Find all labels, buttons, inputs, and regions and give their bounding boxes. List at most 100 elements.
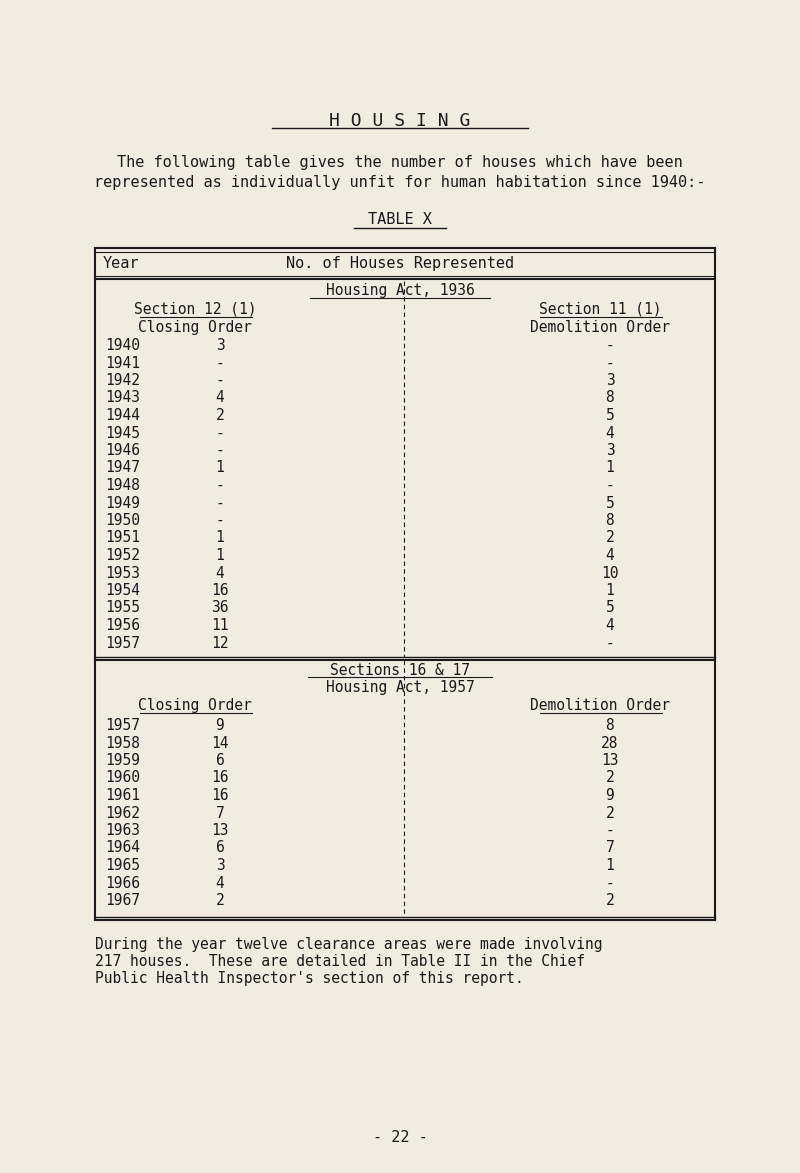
Text: 1953: 1953 [105,565,140,581]
Text: 9: 9 [216,718,224,733]
Text: 1963: 1963 [105,823,140,838]
Text: -: - [216,373,224,388]
Text: Sections 16 & 17: Sections 16 & 17 [330,663,470,678]
Text: 4: 4 [216,391,224,406]
Text: H O U S I N G: H O U S I N G [330,111,470,130]
Text: 1942: 1942 [105,373,140,388]
Text: 1957: 1957 [105,718,140,733]
Text: 1951: 1951 [105,530,140,545]
Text: Closing Order: Closing Order [138,320,252,335]
Text: 2: 2 [216,893,224,908]
Text: 4: 4 [606,426,614,441]
Text: 2: 2 [606,893,614,908]
Text: 16: 16 [211,788,229,804]
Text: 3: 3 [216,338,224,353]
Text: 4: 4 [216,875,224,890]
Text: -: - [606,823,614,838]
Text: 1952: 1952 [105,548,140,563]
Text: Closing Order: Closing Order [138,698,252,713]
Text: 11: 11 [211,618,229,633]
Text: 1941: 1941 [105,355,140,371]
Text: 1959: 1959 [105,753,140,768]
Text: 1957: 1957 [105,636,140,651]
Text: 9: 9 [606,788,614,804]
Text: 1956: 1956 [105,618,140,633]
Text: 1948: 1948 [105,479,140,493]
Text: 1: 1 [216,548,224,563]
Text: 1960: 1960 [105,771,140,786]
Text: 1965: 1965 [105,857,140,873]
Text: 1: 1 [216,530,224,545]
Text: 1955: 1955 [105,601,140,616]
Text: 1: 1 [216,461,224,475]
Text: -: - [606,355,614,371]
Text: -: - [216,513,224,528]
Text: 1964: 1964 [105,841,140,855]
Text: Housing Act, 1957: Housing Act, 1957 [326,680,474,694]
Text: 8: 8 [606,391,614,406]
Text: 6: 6 [216,753,224,768]
Text: 8: 8 [606,513,614,528]
Text: -: - [216,479,224,493]
Text: 2: 2 [606,771,614,786]
Text: 3: 3 [606,443,614,457]
Text: -: - [606,636,614,651]
Text: -: - [216,355,224,371]
Text: -: - [606,875,614,890]
Text: 1943: 1943 [105,391,140,406]
Text: -: - [216,426,224,441]
Text: TABLE X: TABLE X [368,212,432,228]
Text: The following table gives the number of houses which have been: The following table gives the number of … [117,155,683,170]
Text: -: - [216,443,224,457]
Text: 1962: 1962 [105,806,140,820]
Text: 1958: 1958 [105,735,140,751]
Text: - 22 -: - 22 - [373,1130,427,1145]
Text: 1961: 1961 [105,788,140,804]
Text: 2: 2 [606,806,614,820]
Text: 13: 13 [211,823,229,838]
Text: -: - [606,479,614,493]
Text: 16: 16 [211,583,229,598]
Text: 1950: 1950 [105,513,140,528]
Text: 1966: 1966 [105,875,140,890]
Text: 4: 4 [606,548,614,563]
Text: 8: 8 [606,718,614,733]
Text: 217 houses.  These are detailed in Table II in the Chief: 217 houses. These are detailed in Table … [95,955,585,970]
Text: 5: 5 [606,495,614,510]
Text: 3: 3 [606,373,614,388]
Text: Demolition Order: Demolition Order [530,698,670,713]
Text: 1967: 1967 [105,893,140,908]
Text: Year: Year [103,256,139,271]
Text: 1940: 1940 [105,338,140,353]
Text: 3: 3 [216,857,224,873]
Text: 12: 12 [211,636,229,651]
Text: 1947: 1947 [105,461,140,475]
Text: 7: 7 [216,806,224,820]
Text: Section 11 (1): Section 11 (1) [538,301,662,317]
Text: No. of Houses Represented: No. of Houses Represented [286,256,514,271]
Text: 4: 4 [606,618,614,633]
Text: During the year twelve clearance areas were made involving: During the year twelve clearance areas w… [95,937,602,952]
Text: 7: 7 [606,841,614,855]
Text: Section 12 (1): Section 12 (1) [134,301,256,317]
Text: represented as individually unfit for human habitation since 1940:-: represented as individually unfit for hu… [94,175,706,190]
Text: Public Health Inspector's section of this report.: Public Health Inspector's section of thi… [95,971,524,986]
Text: 4: 4 [216,565,224,581]
Text: 1954: 1954 [105,583,140,598]
Text: 1944: 1944 [105,408,140,423]
Text: Demolition Order: Demolition Order [530,320,670,335]
Text: 16: 16 [211,771,229,786]
Text: 1: 1 [606,583,614,598]
Text: 6: 6 [216,841,224,855]
Text: 1: 1 [606,461,614,475]
Text: 28: 28 [602,735,618,751]
Text: 1945: 1945 [105,426,140,441]
Text: 1949: 1949 [105,495,140,510]
Text: 13: 13 [602,753,618,768]
Text: -: - [216,495,224,510]
Text: 2: 2 [606,530,614,545]
Text: 5: 5 [606,601,614,616]
Text: 1946: 1946 [105,443,140,457]
Text: 10: 10 [602,565,618,581]
Text: 2: 2 [216,408,224,423]
